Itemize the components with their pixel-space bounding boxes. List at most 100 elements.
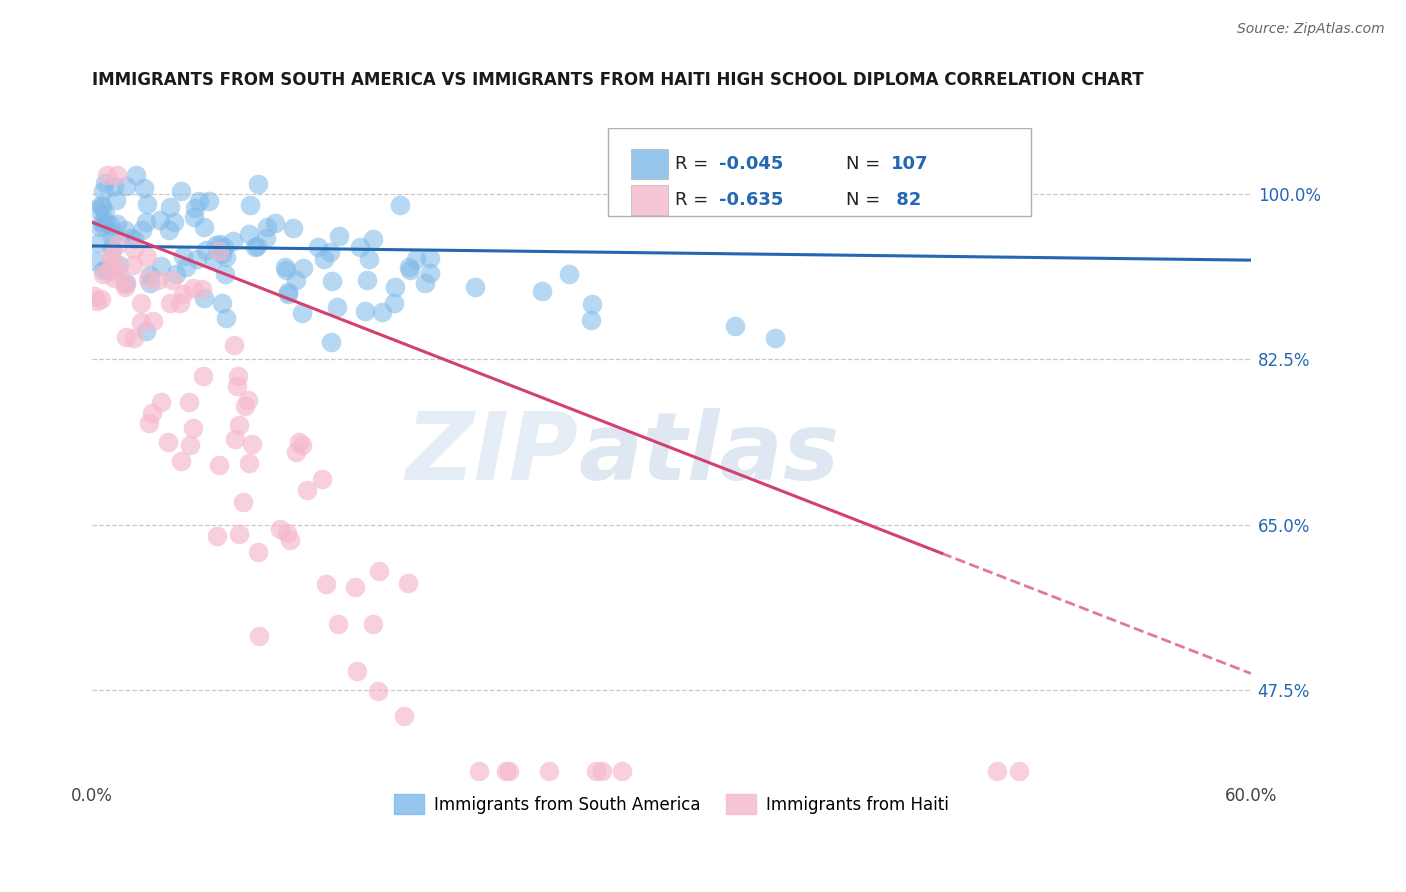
Point (765, 331, 787, 345)
Point (225, 379, 247, 393)
Point (382, 296, 405, 310)
Point (419, 251, 441, 265)
Point (104, 259, 127, 273)
Point (419, 266, 441, 280)
Point (108, 268, 131, 283)
Point (238, 393, 260, 408)
Point (238, 456, 260, 470)
Point (94, 176, 117, 190)
Point (277, 285, 299, 299)
Point (531, 284, 554, 298)
Point (174, 260, 197, 274)
Point (148, 213, 170, 227)
Point (194, 243, 217, 257)
Point (100, 243, 122, 257)
Point (398, 262, 420, 277)
Point (89, 220, 111, 235)
Point (90, 198, 112, 212)
Point (114, 279, 136, 293)
Point (191, 368, 214, 383)
Point (191, 282, 214, 296)
Point (148, 273, 170, 287)
Text: R =: R = (675, 155, 714, 173)
Text: ZIP: ZIP (406, 408, 579, 500)
Point (120, 230, 142, 244)
Point (122, 259, 145, 273)
Point (254, 231, 277, 245)
Point (179, 438, 201, 452)
Point (276, 525, 298, 540)
Point (263, 215, 285, 229)
Point (315, 577, 337, 591)
Point (159, 200, 181, 214)
Point (498, 764, 520, 778)
Point (136, 272, 159, 286)
Point (367, 683, 389, 698)
Point (284, 273, 307, 287)
Point (159, 295, 181, 310)
Point (91, 218, 114, 232)
Point (101, 251, 124, 265)
Point (103, 226, 125, 240)
Point (312, 252, 335, 266)
Point (344, 580, 367, 594)
Point (186, 252, 208, 267)
Point (136, 250, 159, 264)
Point (226, 368, 249, 383)
Text: R =: R = (675, 191, 714, 210)
Point (246, 545, 269, 559)
Point (202, 252, 225, 266)
Point (307, 240, 329, 254)
Point (149, 395, 172, 409)
Legend: Immigrants from South America, Immigrants from Haiti: Immigrants from South America, Immigrant… (388, 788, 955, 821)
Point (384, 280, 406, 294)
Point (464, 280, 486, 294)
Point (114, 222, 136, 236)
Point (115, 276, 138, 290)
Point (142, 314, 165, 328)
Point (172, 249, 194, 263)
Point (86, 202, 108, 216)
Point (232, 495, 254, 509)
Point (105, 193, 128, 207)
Point (103, 179, 125, 194)
Point (413, 276, 436, 290)
Point (114, 277, 136, 292)
Point (169, 454, 191, 468)
Point (138, 277, 160, 291)
FancyBboxPatch shape (631, 186, 668, 215)
Point (132, 181, 155, 195)
Point (172, 286, 194, 301)
Point (318, 244, 340, 259)
Text: N =: N = (846, 155, 886, 173)
Point (558, 267, 581, 281)
Point (610, 764, 633, 778)
Point (135, 215, 157, 229)
Point (98, 251, 121, 265)
Point (278, 533, 301, 548)
Point (135, 324, 157, 338)
Point (326, 300, 349, 314)
Point (205, 529, 228, 543)
Point (291, 305, 314, 319)
Point (215, 310, 238, 325)
Text: N =: N = (846, 191, 886, 210)
Point (363, 616, 385, 631)
Point (94, 215, 117, 229)
Point (101, 231, 124, 245)
Point (122, 242, 145, 256)
Point (321, 274, 343, 288)
Point (124, 168, 146, 182)
Point (211, 247, 233, 261)
Point (288, 434, 311, 449)
Point (392, 709, 415, 723)
Point (170, 185, 193, 199)
Point (247, 629, 270, 643)
Point (107, 217, 129, 231)
Point (246, 238, 269, 252)
Point (86, 293, 108, 308)
Text: -0.045: -0.045 (718, 155, 783, 173)
Point (591, 764, 613, 778)
Point (107, 236, 129, 251)
Point (208, 236, 231, 251)
